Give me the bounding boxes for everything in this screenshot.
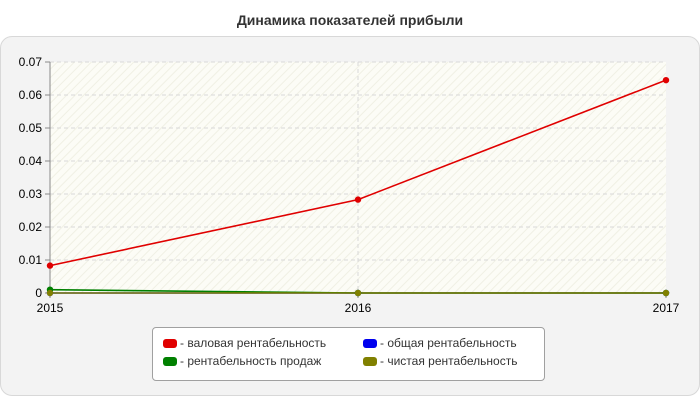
y-tick-label: 0.02 bbox=[19, 220, 43, 234]
x-tick-label: 2015 bbox=[37, 301, 64, 315]
legend-label: - валовая рентабельность bbox=[180, 336, 327, 350]
legend-swatch bbox=[163, 356, 177, 366]
data-point bbox=[46, 262, 54, 269]
legend-item: - рентабельность продаж bbox=[163, 354, 363, 368]
legend: - валовая рентабельность - общая рентабел… bbox=[152, 327, 545, 381]
y-tick-label: 0.01 bbox=[19, 253, 43, 267]
x-tick-label: 2017 bbox=[653, 301, 680, 315]
legend-swatch bbox=[363, 356, 377, 366]
x-tick-label: 2016 bbox=[345, 301, 372, 315]
legend-swatch bbox=[163, 338, 177, 348]
data-point bbox=[46, 289, 54, 297]
data-point bbox=[662, 76, 670, 84]
y-tick-label: 0.06 bbox=[19, 88, 43, 102]
grid-lines bbox=[50, 61, 666, 293]
data-point bbox=[354, 196, 362, 203]
y-tick-label: 0 bbox=[35, 286, 42, 300]
legend-label: - чистая рентабельность bbox=[380, 354, 518, 368]
data-point bbox=[354, 289, 362, 297]
y-tick-label: 0.04 bbox=[19, 154, 43, 168]
chart-title: Динамика показателей прибыли bbox=[236, 12, 464, 28]
data-point bbox=[662, 289, 670, 297]
legend-item: - общая рентабельность bbox=[363, 336, 543, 350]
tick-labels: 0 0.01 0.02 0.03 0.04 0.05 0.06 0.07 2015 2016 201… bbox=[19, 55, 680, 315]
y-tick-label: 0.05 bbox=[19, 121, 43, 135]
legend-swatch bbox=[363, 338, 377, 348]
legend-item: - чистая рентабельность bbox=[363, 354, 543, 368]
legend-label: - общая рентабельность bbox=[380, 336, 517, 350]
legend-item: - валовая рентабельность bbox=[163, 336, 363, 350]
y-tick-label: 0.07 bbox=[19, 55, 43, 69]
y-tick-label: 0.03 bbox=[19, 187, 43, 201]
legend-label: - рентабельность продаж bbox=[180, 354, 322, 368]
series-points bbox=[46, 76, 670, 297]
